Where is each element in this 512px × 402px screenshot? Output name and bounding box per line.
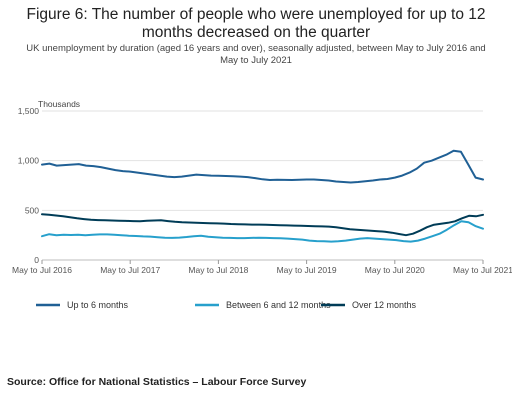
series-lines xyxy=(41,149,484,243)
x-tick-label: May to Jul 2019 xyxy=(277,265,337,275)
legend-label: Between 6 and 12 months xyxy=(226,300,331,310)
y-tick-label: 1,000 xyxy=(18,156,40,166)
legend-label: Over 12 months xyxy=(352,300,417,310)
legend: Up to 6 months Between 6 and 12 months Ove… xyxy=(36,300,417,310)
y-tick-label: 1,500 xyxy=(18,106,40,116)
x-tick-label: May to Jul 2017 xyxy=(100,265,160,275)
x-tick-label: May to Jul 2021 xyxy=(453,265,512,275)
grid xyxy=(42,110,483,261)
chart-subtitle: UK unemployment by duration (aged 16 yea… xyxy=(26,43,486,66)
x-tick-label: May to Jul 2020 xyxy=(365,265,425,275)
legend-label: Up to 6 months xyxy=(67,300,129,310)
series-line xyxy=(41,149,484,184)
chart-title: Figure 6: The number of people who were … xyxy=(26,6,486,41)
y-unit-label: Thousands xyxy=(38,99,80,109)
x-tick-label: May to Jul 2018 xyxy=(188,265,248,275)
series-line xyxy=(41,213,484,237)
source-note: Source: Office for National Statistics –… xyxy=(7,376,307,388)
y-tick-label: 0 xyxy=(34,255,39,265)
axes: 0 500 1,000 1,500 May to Jul 2016 May to Jul … xyxy=(12,106,512,275)
x-tick-label: May to Jul 2016 xyxy=(12,265,72,275)
y-tick-label: 500 xyxy=(25,205,39,215)
series-line xyxy=(41,220,484,243)
